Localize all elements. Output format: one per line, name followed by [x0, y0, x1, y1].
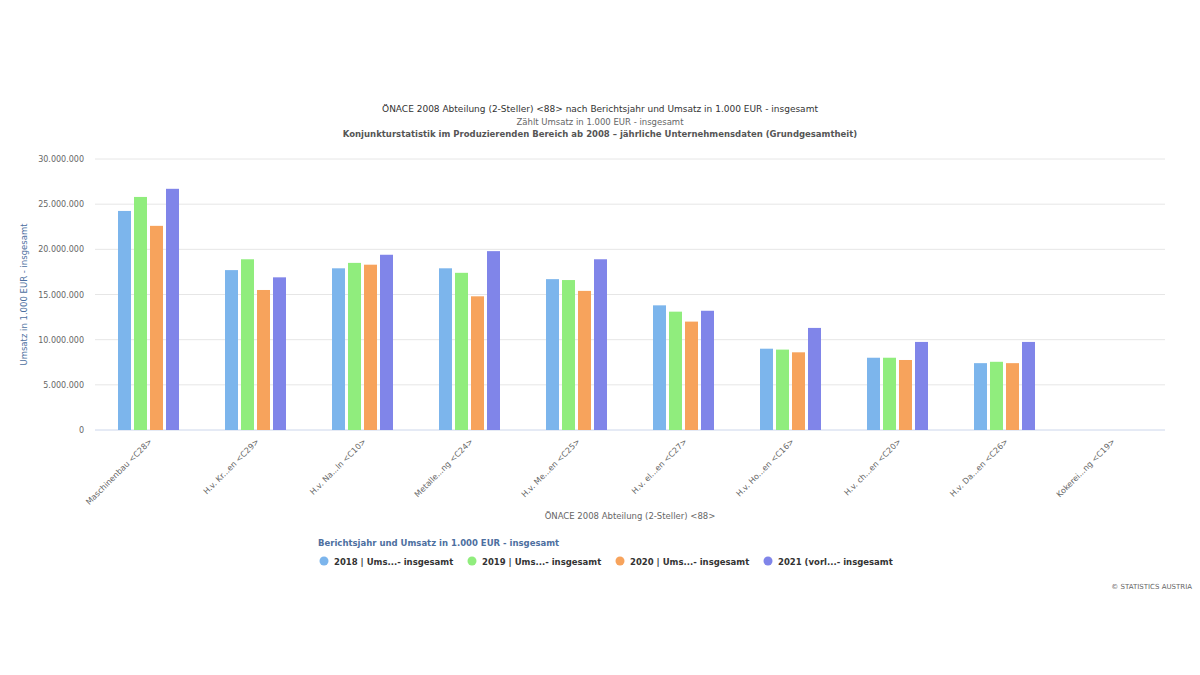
bar: [118, 211, 131, 430]
bar: [332, 268, 345, 430]
y-tick-label: 5.000.000: [43, 381, 84, 390]
bar: [776, 350, 789, 430]
legend-swatch: [764, 557, 773, 566]
y-tick-label: 10.000.000: [38, 336, 84, 345]
bar: [915, 342, 928, 430]
grid-line: [95, 204, 1165, 205]
legend-swatch: [468, 557, 477, 566]
legend-label: 2018 | Ums...- insgesamt: [334, 557, 453, 567]
bar: [867, 358, 880, 430]
x-tick-label: Maschinenbau <C28>: [84, 437, 154, 507]
x-tick-label: Metalle...ng <C24>: [413, 437, 475, 499]
bar: [1022, 342, 1035, 430]
legend-swatch: [616, 557, 625, 566]
bars: [118, 189, 1035, 430]
bar: [808, 328, 821, 430]
x-tick-label: H.v. Me...en <C25>: [520, 437, 582, 499]
grid-line: [95, 294, 1165, 295]
y-axis-title: Umsatz in 1.000 EUR - insgesamt: [19, 223, 29, 366]
legend-label: 2020 | Ums...- insgesamt: [630, 557, 749, 567]
y-tick-label: 0: [79, 426, 84, 435]
bar: [594, 259, 607, 430]
legend-label: 2021 (vorl...- insgesamt: [778, 557, 893, 567]
copyright: © STATISTICS AUSTRIA: [1111, 583, 1192, 591]
x-axis-title: ÖNACE 2008 Abteilung (2-Steller) <88>: [545, 511, 716, 521]
bar: [990, 362, 1003, 430]
grid-line: [95, 384, 1165, 385]
bar: [380, 255, 393, 430]
grid-line: [95, 339, 1165, 340]
grid-line: [95, 159, 1165, 160]
x-tick-label: H.v. Na...ln <C10>: [308, 437, 367, 496]
bar: [562, 280, 575, 430]
bar: [225, 270, 238, 430]
bar: [685, 322, 698, 430]
x-tick-label: H.v. Kr...en <C29>: [202, 437, 261, 496]
bar: [760, 349, 773, 430]
bar: [348, 263, 361, 430]
title: ÖNACE 2008 Abteilung (2-Steller) <88> na…: [382, 104, 818, 114]
legend-label: 2019 | Ums...- insgesamt: [482, 557, 601, 567]
y-tick-label: 15.000.000: [38, 291, 84, 300]
bar: [364, 265, 377, 430]
x-tick-label: H.v. ch...en <C20>: [843, 437, 903, 497]
bar: [546, 279, 559, 430]
bar: [653, 305, 666, 430]
x-tick-label: Kokerei...ng <C19>: [1055, 437, 1117, 499]
bar: [241, 259, 254, 430]
bar: [974, 363, 987, 430]
annotation: Konjunkturstatistik im Produzierenden Be…: [343, 129, 858, 139]
grid-line: [95, 430, 1165, 431]
bar: [669, 312, 682, 430]
bar: [273, 277, 286, 430]
bar: [455, 273, 468, 430]
bar: [257, 290, 270, 430]
y-tick-label: 30.000.000: [38, 155, 84, 164]
bar: [150, 226, 163, 430]
chart: ÖNACE 2008 Abteilung (2-Steller) <88> na…: [0, 0, 1200, 675]
legend-swatch: [320, 557, 329, 566]
bar: [439, 268, 452, 430]
bar: [166, 189, 179, 430]
bar: [899, 360, 912, 430]
bar: [134, 197, 147, 430]
bar: [883, 358, 896, 430]
x-tick-label: H.v. Ho...en <C16>: [735, 437, 796, 498]
bar: [1006, 363, 1019, 430]
subtitle: Zählt Umsatz in 1.000 EUR - insgesamt: [517, 117, 685, 127]
y-tick-label: 25.000.000: [38, 200, 84, 209]
y-tick-label: 20.000.000: [38, 245, 84, 254]
bar: [487, 251, 500, 430]
bar: [792, 352, 805, 430]
bar: [578, 291, 591, 430]
bar: [701, 311, 714, 430]
legend-title: Berichtsjahr und Umsatz in 1.000 EUR - i…: [318, 538, 559, 548]
x-tick-label: H.v. Da...en <C26>: [948, 437, 1010, 499]
grid-line: [95, 249, 1165, 250]
x-tick-label: H.v. el...en <C27>: [630, 437, 689, 496]
bar: [471, 296, 484, 430]
